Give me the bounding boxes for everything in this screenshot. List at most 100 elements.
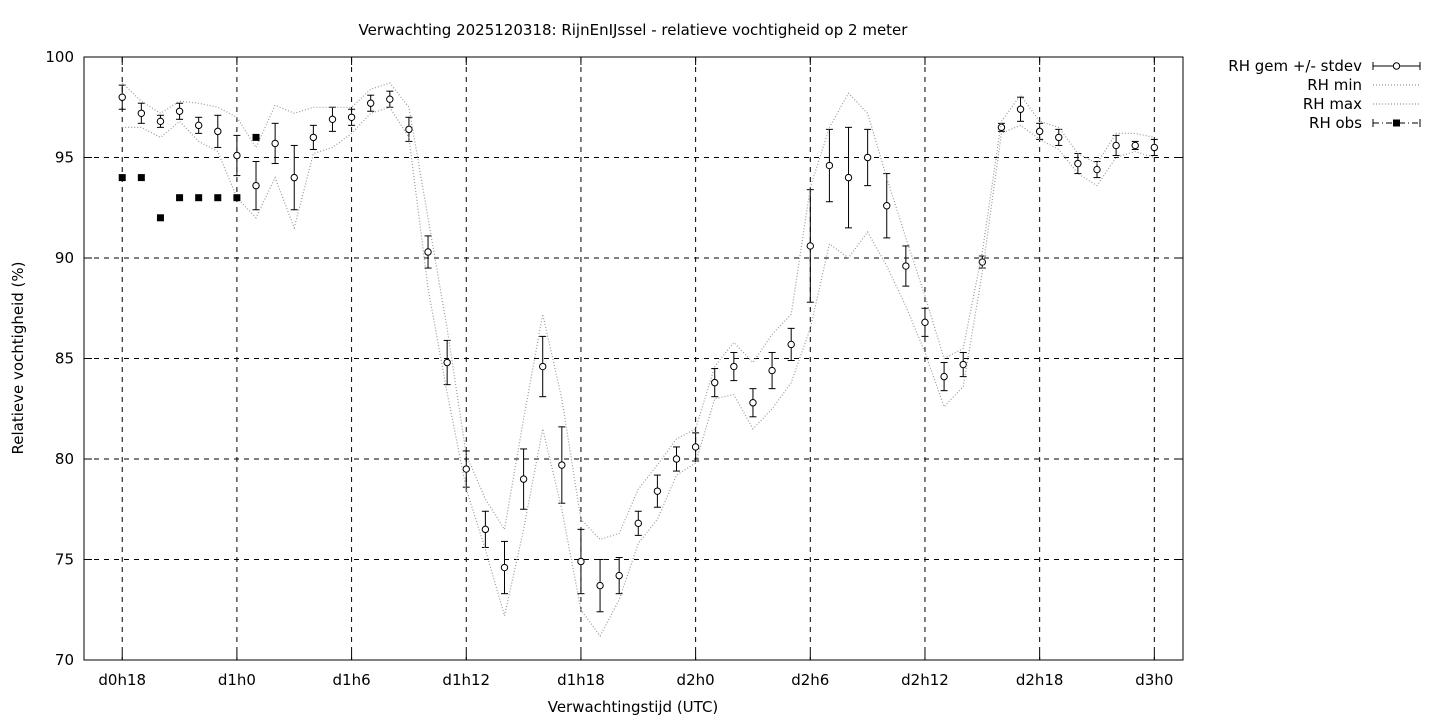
- y-tick-label: 85: [55, 350, 74, 368]
- axis-ticks: 70 75 80 85 90 95 100 d0h18 d1h0 d1h6 d1h12 d1h18 d2…: [45, 48, 1183, 689]
- y-tick-label: 90: [55, 249, 74, 267]
- mean-point: [462, 465, 470, 473]
- legend-swatch-point: [1393, 119, 1400, 127]
- mean-point: [787, 340, 795, 349]
- x-tick-label: d2h12: [901, 671, 949, 689]
- error-bar: [137, 102, 146, 124]
- error-bar: [214, 114, 222, 148]
- y-tick-label: 95: [55, 149, 74, 167]
- chart-title: Verwachting 2025120318: RijnEnIJssel - r…: [359, 21, 909, 39]
- legend-label: RH obs: [1309, 114, 1362, 132]
- mean-point: [481, 525, 490, 534]
- error-bar: [768, 351, 776, 390]
- error-bar: [1035, 122, 1044, 140]
- mean-point: [902, 262, 910, 270]
- error-bar: [596, 559, 604, 613]
- mean-point: [366, 99, 375, 107]
- error-bar: [481, 510, 490, 548]
- mean-point: [290, 173, 298, 182]
- error-bar: [1112, 134, 1120, 156]
- legend-entry-3: RH obs: [1309, 114, 1421, 132]
- series-1: [122, 106, 1155, 638]
- error-bar: [653, 474, 662, 508]
- legend-label: RH gem +/- stdev: [1228, 57, 1362, 75]
- error-bar: [577, 528, 585, 595]
- mean-point: [1093, 165, 1101, 174]
- error-bar: [730, 351, 738, 382]
- mean-point: [1016, 105, 1025, 113]
- error-bar: [1150, 138, 1159, 156]
- mean-point: [940, 372, 948, 381]
- mean-point: [347, 113, 356, 122]
- error-bar: [749, 388, 757, 418]
- obs-point: [252, 133, 260, 141]
- x-tick-label: d2h0: [677, 671, 715, 689]
- mean-point: [118, 93, 126, 101]
- mean-point: [596, 581, 604, 590]
- series-0: [118, 84, 1159, 613]
- y-tick-label: 75: [55, 551, 74, 569]
- x-tick-label: d1h12: [442, 671, 490, 689]
- legend-swatch-point: [1392, 62, 1401, 70]
- mean-point: [156, 117, 165, 126]
- error-bar: [959, 351, 967, 378]
- obs-point: [176, 194, 184, 202]
- mean-point: [883, 202, 891, 210]
- mean-point: [175, 107, 184, 115]
- error-bar: [672, 446, 681, 472]
- y-axis-label: Relatieve vochtigheid (%): [9, 261, 27, 454]
- error-bar: [271, 122, 279, 165]
- mean-point: [539, 362, 547, 371]
- x-tick-label: d1h0: [218, 671, 256, 689]
- error-bar: [940, 362, 948, 392]
- mean-point: [825, 161, 834, 170]
- y-tick-label: 100: [45, 48, 74, 66]
- error-bar: [1016, 96, 1025, 122]
- error-bar: [1131, 140, 1139, 150]
- mean-point: [233, 151, 241, 160]
- mean-point: [959, 360, 967, 369]
- error-bar: [1074, 152, 1082, 175]
- mean-point: [558, 461, 566, 469]
- x-tick-label: d3h0: [1135, 671, 1173, 689]
- mean-point: [711, 378, 719, 387]
- mean-point: [214, 127, 222, 136]
- error-bar: [558, 426, 566, 504]
- error-bar: [978, 255, 987, 269]
- mean-point: [1035, 127, 1044, 136]
- error-bar: [424, 235, 432, 269]
- mean-point: [844, 173, 853, 182]
- error-bar: [691, 432, 700, 462]
- mean-point: [1112, 141, 1120, 150]
- mean-point: [194, 121, 203, 130]
- error-bar: [386, 90, 394, 108]
- mean-point: [309, 133, 318, 142]
- legend-label: RH max: [1303, 95, 1362, 113]
- x-tick-label: d2h6: [791, 671, 829, 689]
- series-line-1: [122, 106, 1155, 638]
- x-tick-label: d1h6: [333, 671, 371, 689]
- mean-point: [749, 399, 757, 407]
- error-bar: [233, 134, 241, 177]
- error-bar: [615, 556, 623, 595]
- error-bar: [462, 450, 470, 488]
- mean-point: [1131, 141, 1139, 150]
- grid: [84, 57, 1183, 660]
- x-tick-label: d1h18: [557, 671, 605, 689]
- x-tick-label: d0h18: [98, 671, 146, 689]
- legend-entry-0: RH gem +/- stdev: [1228, 57, 1421, 75]
- error-bar: [711, 368, 719, 398]
- error-bar: [825, 128, 834, 203]
- error-bar: [309, 124, 318, 150]
- mean-point: [653, 487, 662, 495]
- series-line-2: [121, 82, 1155, 541]
- x-tick-label: d2h18: [1016, 671, 1064, 689]
- obs-point: [214, 194, 222, 202]
- mean-point: [577, 557, 585, 566]
- mean-point: [1055, 133, 1063, 142]
- error-bar: [252, 161, 260, 211]
- x-axis-label: Verwachtingstijd (UTC): [548, 698, 719, 716]
- series-2: [121, 82, 1155, 541]
- obs-point: [233, 194, 241, 202]
